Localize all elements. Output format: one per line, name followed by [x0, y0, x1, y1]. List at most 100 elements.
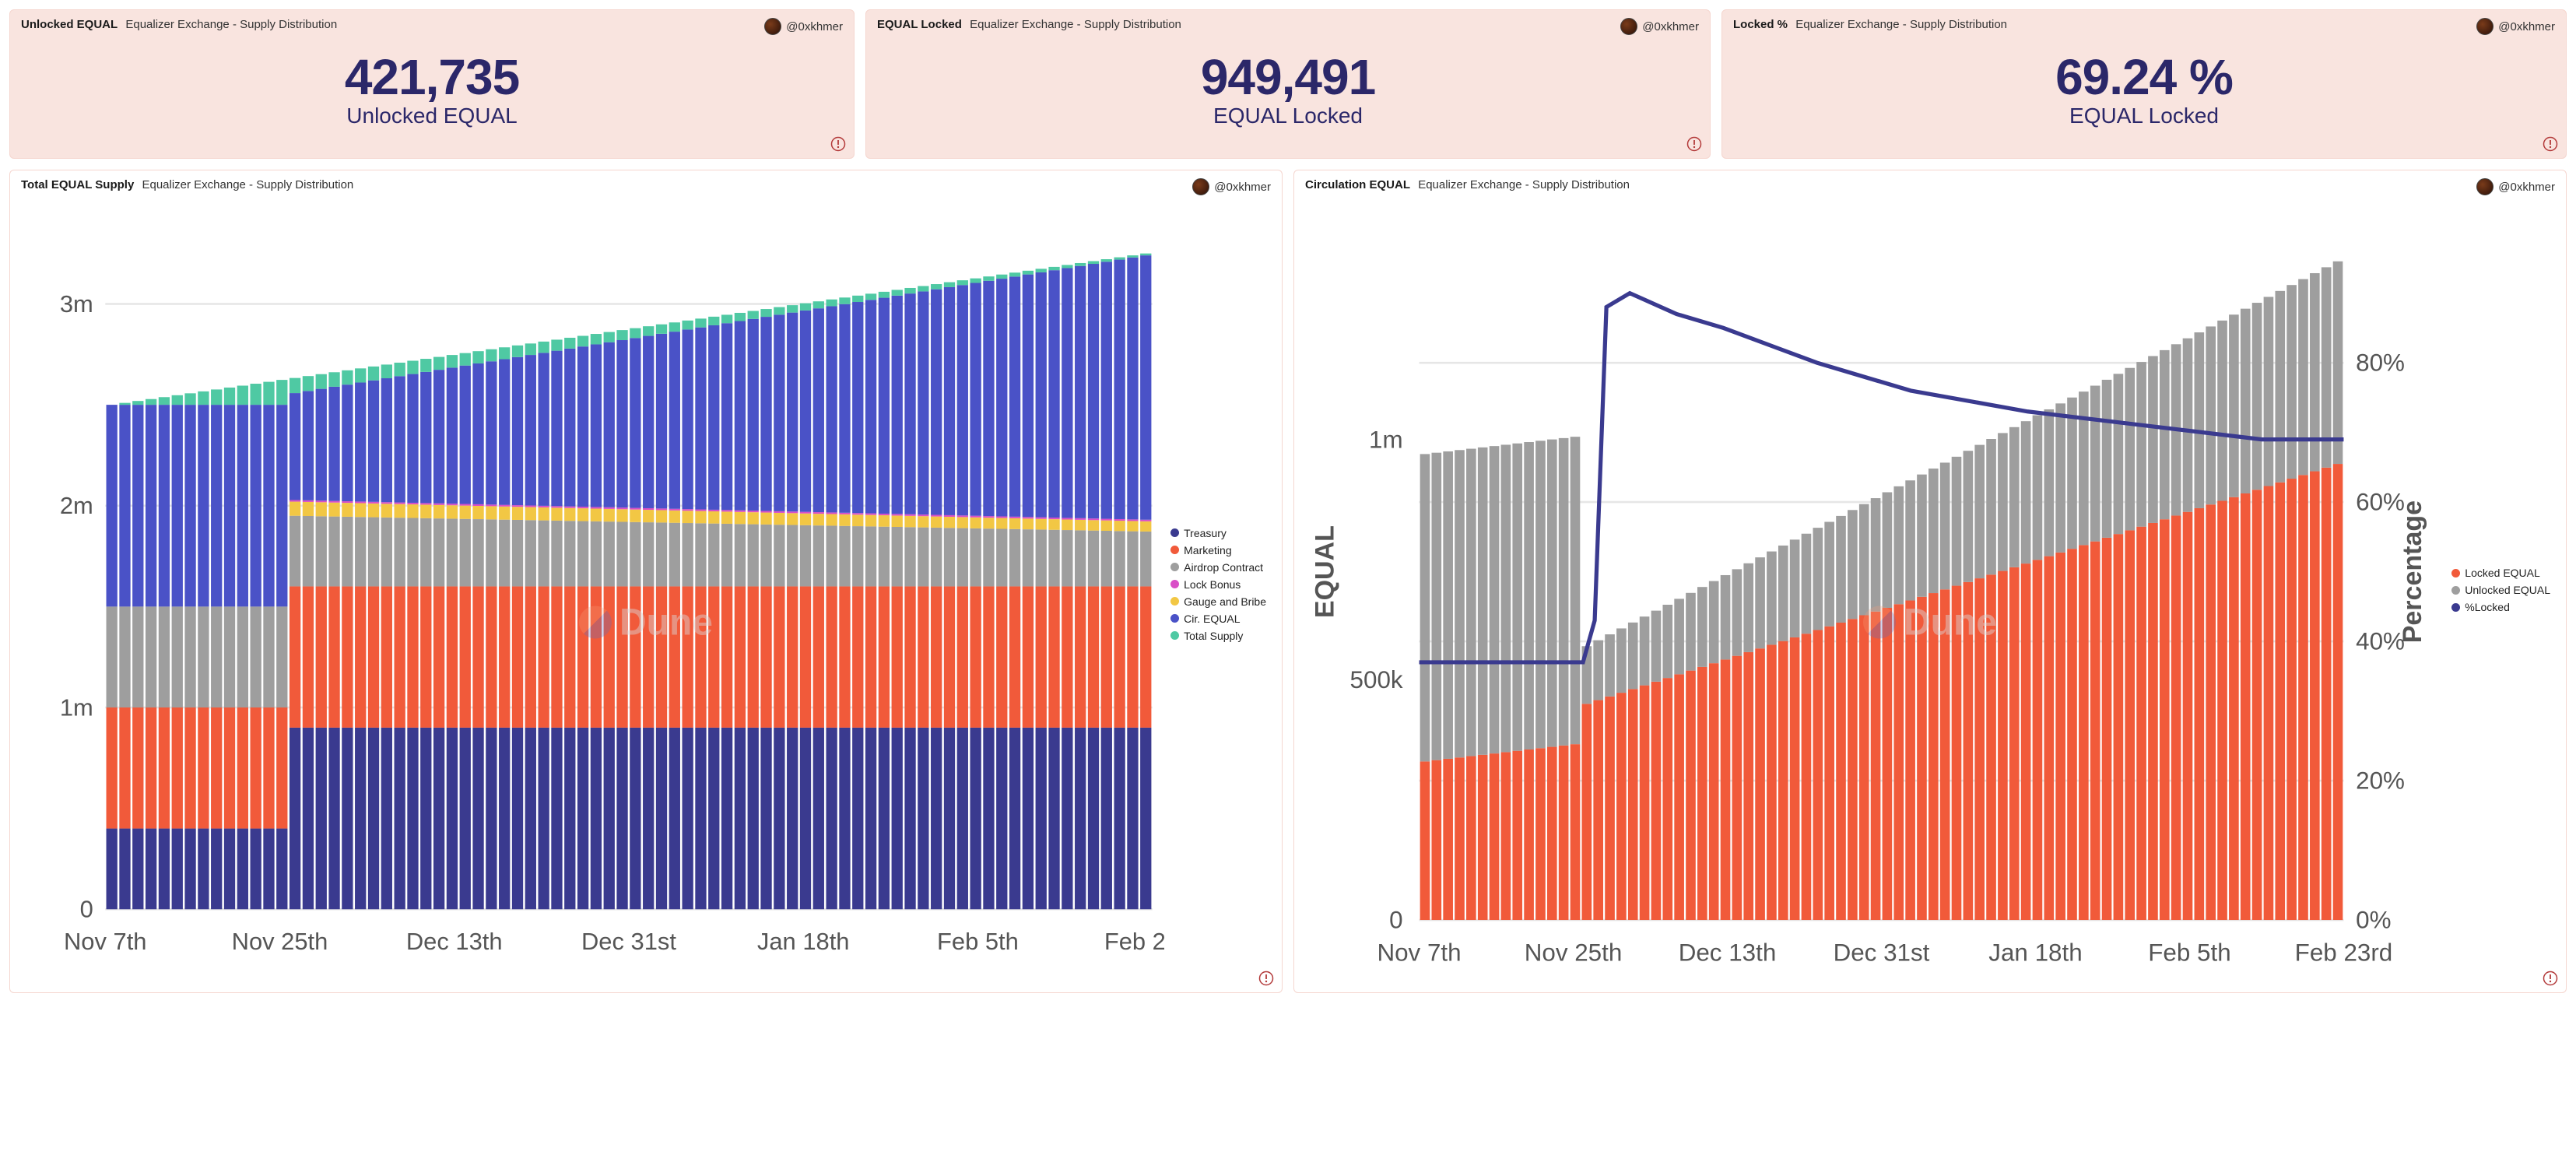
author-link[interactable]: @0xkhmer: [764, 18, 843, 35]
svg-text:Nov 7th: Nov 7th: [1377, 939, 1461, 966]
metric-card-locked: EQUAL Locked Equalizer Exchange - Supply…: [865, 9, 1711, 159]
metric-card-pct: Locked % Equalizer Exchange - Supply Dis…: [1721, 9, 2567, 159]
author-link[interactable]: @0xkhmer: [1620, 18, 1699, 35]
svg-text:EQUAL: EQUAL: [1311, 525, 1340, 618]
alert-icon[interactable]: [1258, 971, 1274, 986]
legend-swatch: [2451, 569, 2460, 577]
charts-row: Total EQUAL Supply Equalizer Exchange - …: [9, 170, 2567, 993]
svg-text:80%: 80%: [2356, 349, 2405, 377]
legend-item[interactable]: Unlocked EQUAL: [2451, 584, 2550, 596]
author-link[interactable]: @0xkhmer: [2476, 178, 2555, 195]
legend-item[interactable]: Cir. EQUAL: [1170, 613, 1266, 625]
card-subtitle: Equalizer Exchange - Supply Distribution: [125, 18, 337, 31]
svg-text:3m: 3m: [60, 290, 93, 318]
legend-label: Airdrop Contract: [1184, 561, 1263, 574]
legend-item[interactable]: Marketing: [1170, 544, 1266, 556]
alert-icon[interactable]: [2543, 136, 2558, 152]
svg-text:Nov 7th: Nov 7th: [64, 928, 147, 955]
metric-body: 421,735 Unlocked EQUAL: [21, 38, 843, 150]
author-link[interactable]: @0xkhmer: [2476, 18, 2555, 35]
avatar: [764, 18, 781, 35]
card-subtitle: Equalizer Exchange - Supply Distribution: [142, 178, 353, 191]
chart-card-circulation: Circulation EQUAL Equalizer Exchange - S…: [1293, 170, 2567, 993]
metric-label: Unlocked EQUAL: [21, 104, 843, 128]
avatar: [1192, 178, 1209, 195]
chart-legend: Treasury Marketing Airdrop Contract Lock Bo…: [1170, 203, 1271, 965]
svg-text:Jan 18th: Jan 18th: [1988, 939, 2082, 966]
svg-text:Dec 13th: Dec 13th: [406, 928, 503, 955]
avatar: [2476, 18, 2494, 35]
card-header: Circulation EQUAL Equalizer Exchange - S…: [1305, 178, 2555, 195]
legend-item[interactable]: Locked EQUAL: [2451, 567, 2550, 579]
legend-label: Cir. EQUAL: [1184, 613, 1240, 625]
circulation-chart[interactable]: 0%20%40%60%80%0500k1mEQUALPercentageNov …: [1305, 203, 2445, 977]
svg-text:Nov 25th: Nov 25th: [1525, 939, 1623, 966]
card-subtitle: Equalizer Exchange - Supply Distribution: [970, 18, 1181, 31]
metric-value: 949,491: [877, 52, 1699, 102]
legend-label: Locked EQUAL: [2465, 567, 2540, 579]
legend-item[interactable]: %Locked: [2451, 601, 2550, 613]
card-header: Total EQUAL Supply Equalizer Exchange - …: [21, 178, 1271, 195]
card-header: Locked % Equalizer Exchange - Supply Dis…: [1733, 18, 2555, 35]
metric-body: 949,491 EQUAL Locked: [877, 38, 1699, 150]
svg-text:Dec 13th: Dec 13th: [1679, 939, 1777, 966]
card-header: EQUAL Locked Equalizer Exchange - Supply…: [877, 18, 1699, 35]
top-cards-row: Unlocked EQUAL Equalizer Exchange - Supp…: [9, 9, 2567, 159]
alert-icon[interactable]: [2543, 971, 2558, 986]
svg-text:Percentage: Percentage: [2398, 500, 2427, 643]
alert-icon[interactable]: [830, 136, 846, 152]
svg-text:500k: 500k: [1350, 666, 1403, 693]
metric-value: 69.24 %: [1733, 52, 2555, 102]
author-handle: @0xkhmer: [1214, 181, 1271, 194]
legend-swatch: [2451, 586, 2460, 595]
legend-label: Unlocked EQUAL: [2465, 584, 2550, 596]
chart-body: 0%20%40%60%80%0500k1mEQUALPercentageNov …: [1305, 198, 2555, 985]
svg-text:Dec 31st: Dec 31st: [1834, 939, 1930, 966]
card-title: Total EQUAL Supply: [21, 178, 134, 191]
svg-text:2m: 2m: [60, 492, 93, 519]
author-handle: @0xkhmer: [786, 20, 843, 33]
svg-text:1m: 1m: [60, 693, 93, 721]
author-link[interactable]: @0xkhmer: [1192, 178, 1271, 195]
avatar: [2476, 178, 2494, 195]
author-handle: @0xkhmer: [2498, 181, 2555, 194]
svg-text:Feb 5th: Feb 5th: [937, 928, 1019, 955]
legend-label: Marketing: [1184, 544, 1231, 556]
svg-text:Dec 31st: Dec 31st: [581, 928, 676, 955]
chart-legend: Locked EQUAL Unlocked EQUAL %Locked: [2451, 203, 2555, 977]
legend-item[interactable]: Airdrop Contract: [1170, 561, 1266, 574]
chart-body: 0 1m 2m 3m Nov 7th Nov 25th Dec 13th Dec 31st Ja…: [21, 198, 1271, 973]
legend-swatch: [1170, 580, 1179, 588]
metric-card-unlocked: Unlocked EQUAL Equalizer Exchange - Supp…: [9, 9, 855, 159]
card-subtitle: Equalizer Exchange - Supply Distribution: [1418, 178, 1630, 191]
legend-swatch: [1170, 546, 1179, 554]
svg-text:0: 0: [1389, 906, 1402, 933]
chart-card-total-supply: Total EQUAL Supply Equalizer Exchange - …: [9, 170, 1283, 993]
svg-text:Feb 23rd: Feb 23rd: [2295, 939, 2393, 966]
legend-item[interactable]: Total Supply: [1170, 630, 1266, 642]
legend-swatch: [1170, 631, 1179, 640]
legend-swatch: [1170, 614, 1179, 623]
legend-label: %Locked: [2465, 601, 2510, 613]
svg-text:0: 0: [80, 896, 93, 923]
svg-text:20%: 20%: [2356, 767, 2405, 795]
card-title: EQUAL Locked: [877, 18, 962, 31]
legend-item[interactable]: Gauge and Bribe: [1170, 595, 1266, 608]
legend-swatch: [2451, 603, 2460, 612]
svg-text:Nov 25th: Nov 25th: [232, 928, 328, 955]
svg-text:0%: 0%: [2356, 906, 2391, 933]
legend-item[interactable]: Treasury: [1170, 527, 1266, 539]
svg-text:Feb 5th: Feb 5th: [2148, 939, 2230, 966]
legend-label: Lock Bonus: [1184, 578, 1241, 591]
total-supply-chart[interactable]: 0 1m 2m 3m Nov 7th Nov 25th Dec 13th Dec 31st Ja…: [21, 203, 1164, 965]
metric-label: EQUAL Locked: [877, 104, 1699, 128]
card-title: Locked %: [1733, 18, 1788, 31]
author-handle: @0xkhmer: [2498, 20, 2555, 33]
svg-text:Jan 18th: Jan 18th: [757, 928, 850, 955]
legend-swatch: [1170, 528, 1179, 537]
metric-value: 421,735: [21, 52, 843, 102]
legend-label: Treasury: [1184, 527, 1227, 539]
legend-item[interactable]: Lock Bonus: [1170, 578, 1266, 591]
card-subtitle: Equalizer Exchange - Supply Distribution: [1795, 18, 2007, 31]
alert-icon[interactable]: [1686, 136, 1702, 152]
